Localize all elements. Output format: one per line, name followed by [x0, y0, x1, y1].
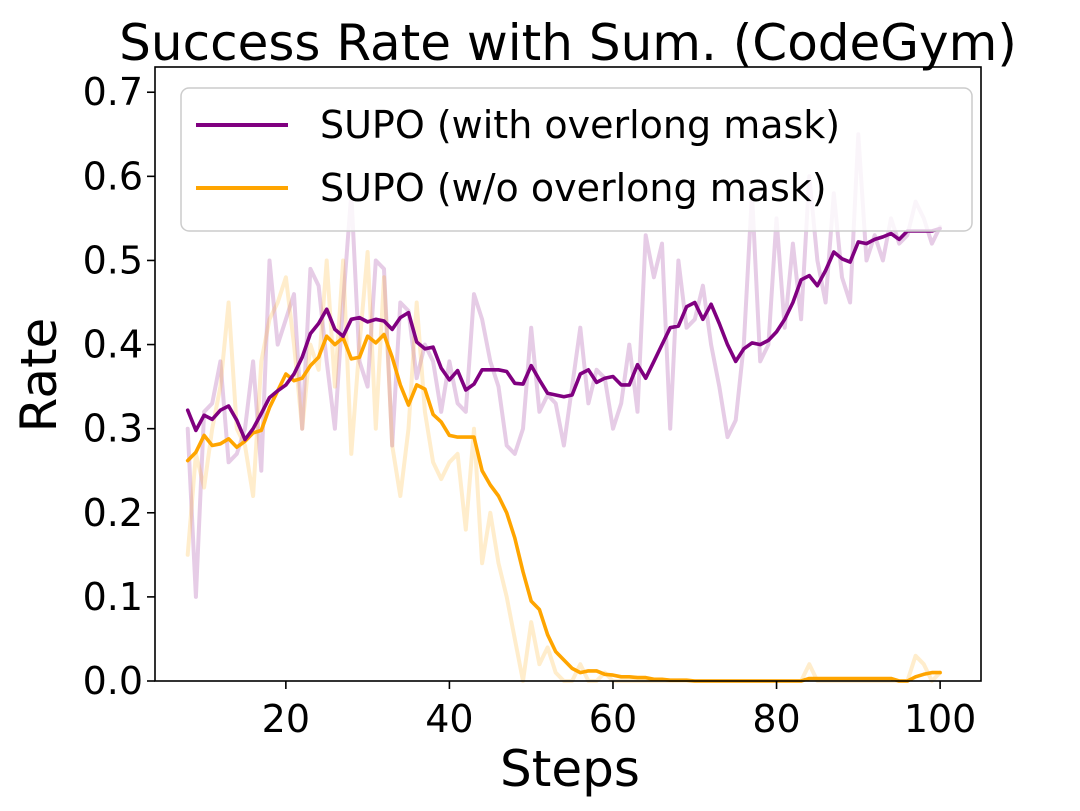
legend-box	[180, 87, 973, 232]
smoothed-series-group	[185, 226, 942, 683]
y-tick-label: 0.3	[83, 407, 143, 451]
y-tick-label: 0.2	[83, 491, 143, 535]
legend-label-without-mask: SUPO (w/o overlong mask)	[320, 166, 827, 210]
chart-title: Success Rate with Sum. (CodeGym)	[119, 14, 1017, 72]
y-axis-label: Rate	[10, 318, 68, 433]
x-axis-label: Steps	[500, 740, 640, 798]
y-tick-label: 0.7	[83, 70, 143, 114]
y-tick-label: 0.1	[83, 575, 143, 619]
x-tick-label: 40	[425, 697, 473, 741]
y-tick-label: 0.6	[83, 154, 143, 198]
series-line-with-mask-raw	[185, 132, 943, 599]
series-line-without-mask-raw	[185, 250, 943, 683]
x-tick-label: 60	[589, 697, 637, 741]
series-line-with-mask	[185, 226, 942, 442]
y-tick-label: 0.0	[83, 659, 143, 703]
y-tick-label: 0.4	[83, 323, 143, 367]
x-tick-label: 100	[904, 697, 977, 741]
x-tick-label: 20	[262, 697, 310, 741]
x-axis-ticks: 20 40 60 80 100	[262, 681, 977, 741]
legend: SUPO (with overlong mask) SUPO (w/o over…	[180, 87, 973, 232]
x-tick-label: 80	[752, 697, 800, 741]
plot-frame	[154, 66, 982, 682]
y-axis-ticks: 0.0 0.1 0.2 0.3 0.4 0.5 0.6 0.7	[83, 70, 155, 703]
y-tick-label: 0.5	[83, 238, 143, 282]
series-line-without-mask	[185, 332, 942, 683]
legend-label-with-mask: SUPO (with overlong mask)	[320, 103, 840, 147]
